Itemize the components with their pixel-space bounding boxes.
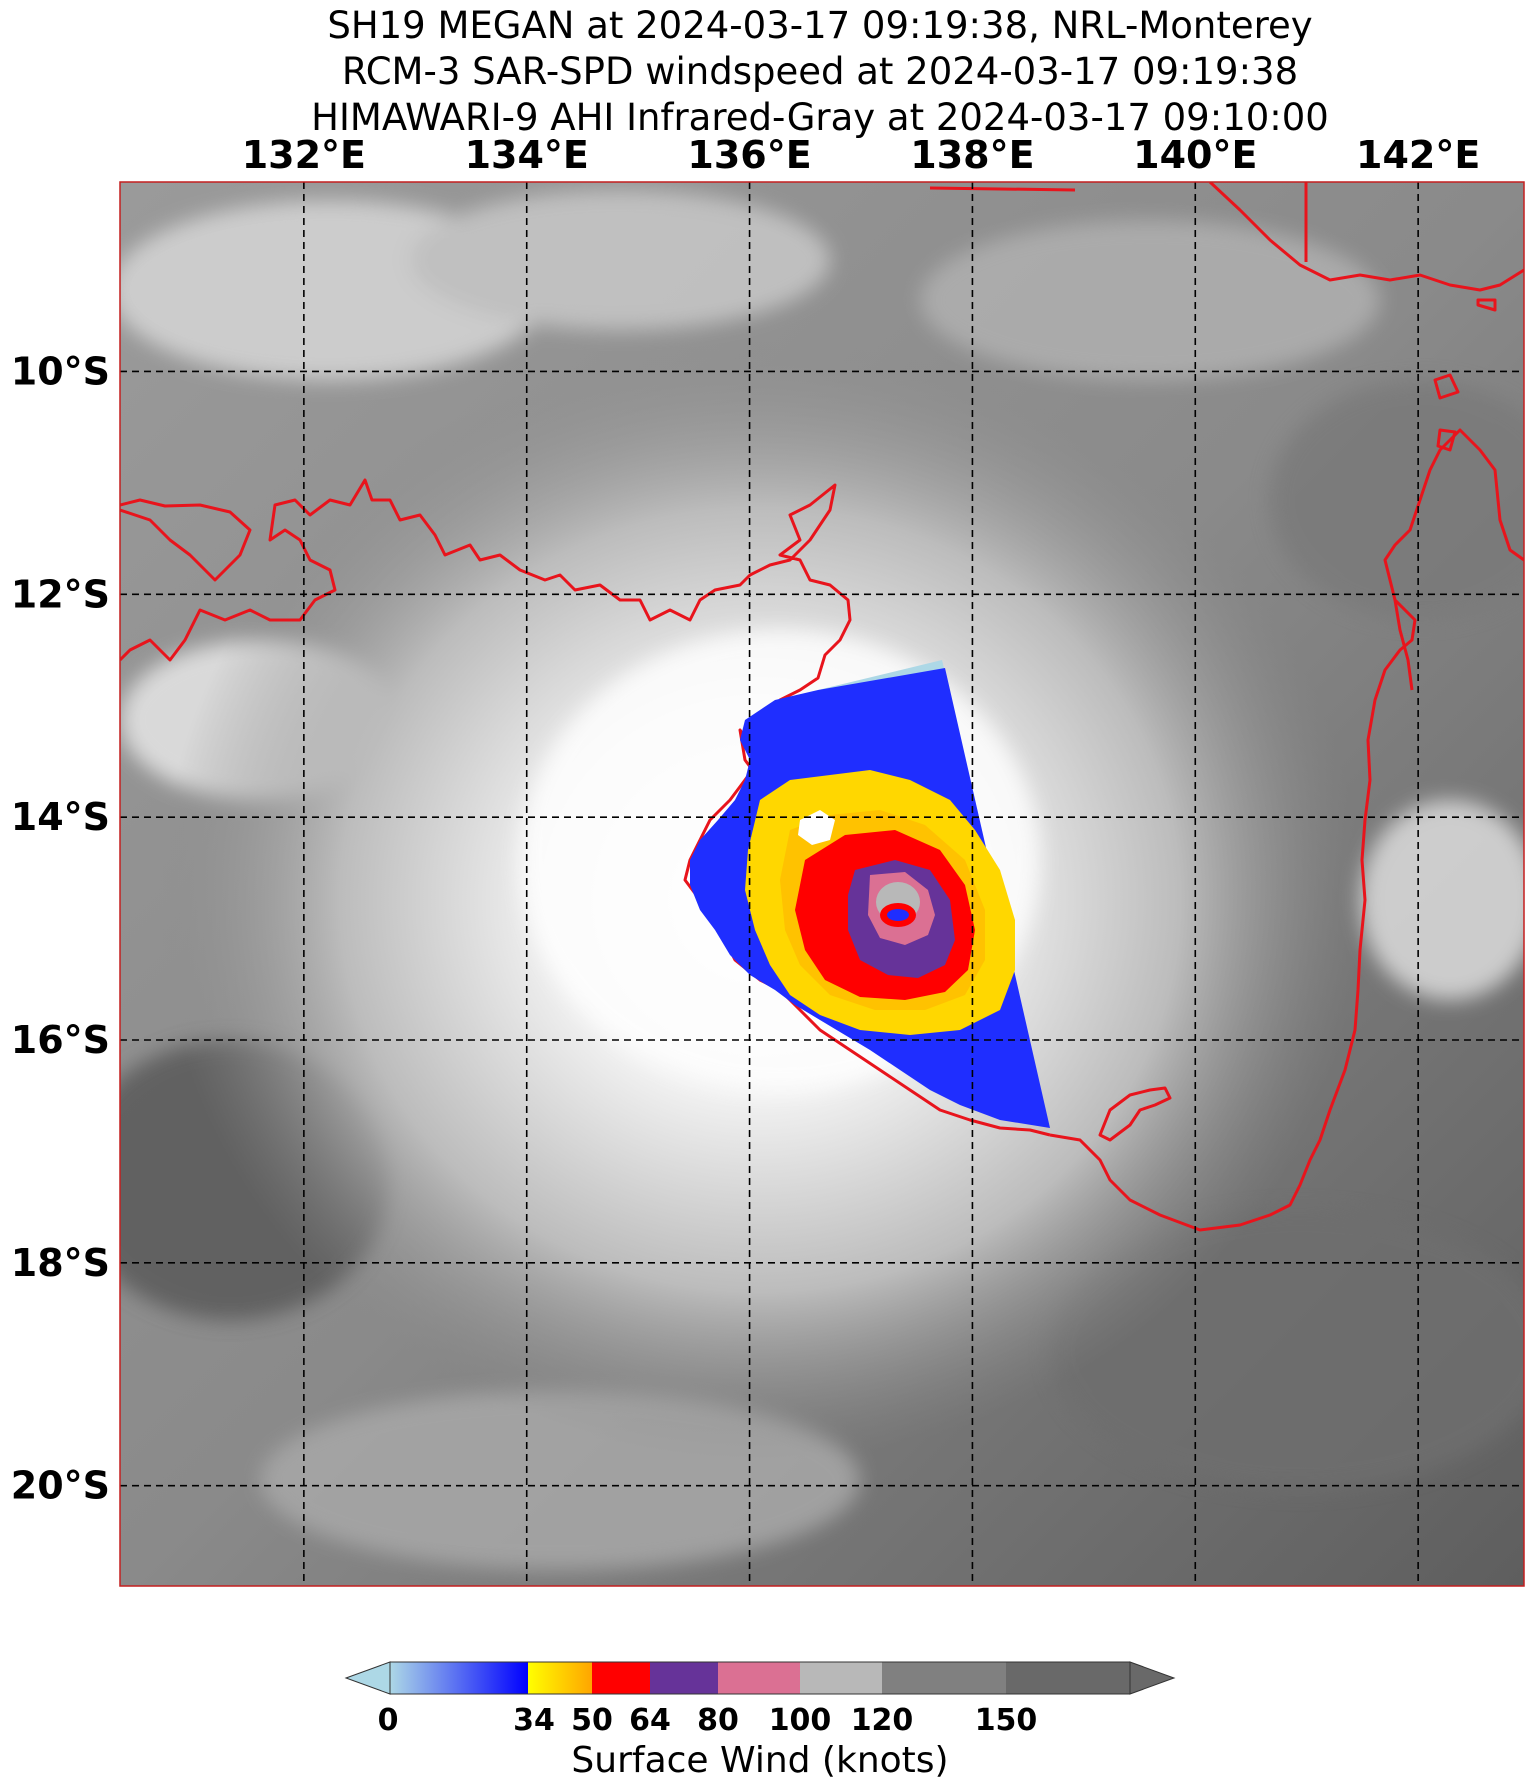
colorbar-segment-120-150 <box>882 1662 1006 1694</box>
coastline-gulf-south <box>1049 428 1524 1232</box>
longitude-tick-label: 132°E <box>242 133 366 177</box>
colorbar-title: Surface Wind (knots) <box>571 1740 948 1781</box>
latitude-labels: 10°S 12°S 14°S 16°S 18°S 20°S <box>11 349 110 1507</box>
colorbar-tick-34: 34 <box>513 1703 555 1738</box>
colorbar-segment-150-plus <box>1006 1662 1130 1694</box>
colorbar-segment-34-50 <box>528 1662 592 1694</box>
colorbar-segment-100-120 <box>800 1662 882 1694</box>
sar-wind-swath <box>690 660 1050 1128</box>
coastline-new-guinea <box>929 182 1524 292</box>
latitude-tick-label: 16°S <box>11 1018 110 1062</box>
latitude-tick-label: 10°S <box>11 349 110 393</box>
graticule <box>120 182 1524 1586</box>
colorbar-segment-0-34 <box>390 1662 528 1694</box>
title-line-1: SH19 MEGAN at 2024-03-17 09:19:38, NRL-M… <box>327 4 1312 47</box>
colorbar: 0 34 50 64 80 100 120 150 Surface Wind (… <box>344 1661 1176 1781</box>
coastline-mornington-island <box>1098 1086 1172 1142</box>
colorbar-tick-80: 80 <box>697 1703 739 1738</box>
coastline-cape-york-west <box>1393 599 1414 691</box>
colorbar-segment-50-64 <box>592 1662 650 1694</box>
longitude-tick-label: 138°E <box>910 133 1034 177</box>
colorbar-tick-100: 100 <box>769 1703 832 1738</box>
longitude-tick-label: 142°E <box>1356 133 1480 177</box>
latitude-tick-label: 20°S <box>11 1464 110 1508</box>
colorbar-outline <box>389 1661 1131 1695</box>
colorbar-tick-150: 150 <box>975 1703 1038 1738</box>
map-frame <box>119 181 1525 1587</box>
colorbar-max-extension <box>1129 1661 1176 1695</box>
map-panel <box>120 182 1524 1586</box>
colorbar-min-extension <box>344 1661 391 1695</box>
colorbar-tick-64: 64 <box>629 1703 671 1738</box>
colorbar-segment-64-80 <box>650 1662 718 1694</box>
longitude-tick-label: 134°E <box>465 133 589 177</box>
coastline-islands-north <box>1433 298 1497 452</box>
longitude-tick-label: 136°E <box>687 133 811 177</box>
colorbar-tick-120: 120 <box>851 1703 914 1738</box>
colorbar-tick-0: 0 <box>378 1703 399 1738</box>
latitude-tick-label: 14°S <box>11 795 110 839</box>
latitude-tick-label: 12°S <box>11 572 110 616</box>
swath-gap <box>798 810 835 845</box>
colorbar-segment-80-100 <box>718 1662 800 1694</box>
title-line-2: RCM-3 SAR-SPD windspeed at 2024-03-17 09… <box>342 50 1298 93</box>
longitude-labels: 132°E 134°E 136°E 138°E 140°E 142°E <box>242 133 1481 177</box>
longitude-tick-label: 140°E <box>1133 133 1257 177</box>
title-line-3: HIMAWARI-9 AHI Infrared-Gray at 2024-03-… <box>311 96 1329 139</box>
latitude-tick-label: 18°S <box>11 1241 110 1285</box>
swath-eye <box>887 909 909 921</box>
colorbar-tick-50: 50 <box>571 1703 613 1738</box>
